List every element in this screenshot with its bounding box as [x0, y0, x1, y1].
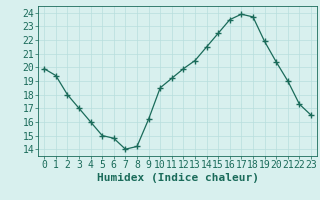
X-axis label: Humidex (Indice chaleur): Humidex (Indice chaleur)	[97, 173, 259, 183]
